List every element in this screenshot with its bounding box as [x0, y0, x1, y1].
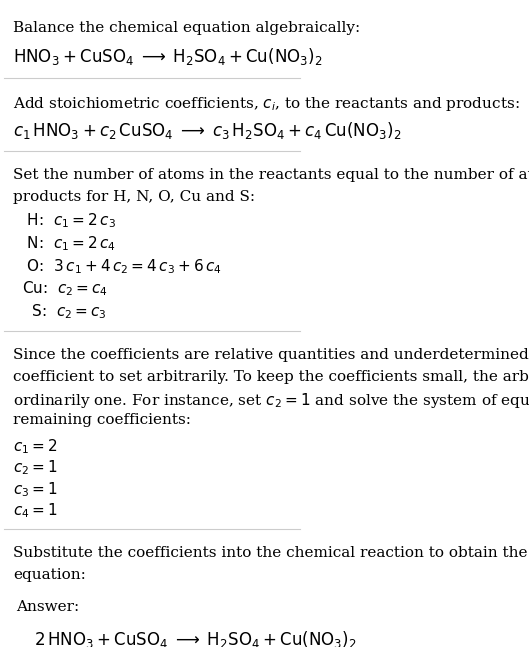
- Text: equation:: equation:: [13, 568, 86, 582]
- FancyBboxPatch shape: [6, 585, 198, 647]
- Text: S:  $c_2 = c_3$: S: $c_2 = c_3$: [22, 303, 107, 321]
- Text: Since the coefficients are relative quantities and underdetermined, choose a: Since the coefficients are relative quan…: [13, 348, 529, 362]
- Text: $\mathrm{HNO_3 + CuSO_4 \;\longrightarrow\; H_2SO_4 + Cu(NO_3)_2}$: $\mathrm{HNO_3 + CuSO_4 \;\longrightarro…: [13, 47, 323, 67]
- Text: $c_3 = 1$: $c_3 = 1$: [13, 480, 58, 499]
- Text: ordinarily one. For instance, set $c_2 = 1$ and solve the system of equations fo: ordinarily one. For instance, set $c_2 =…: [13, 391, 529, 410]
- Text: Set the number of atoms in the reactants equal to the number of atoms in the: Set the number of atoms in the reactants…: [13, 168, 529, 182]
- Text: $c_2 = 1$: $c_2 = 1$: [13, 459, 58, 477]
- Text: coefficient to set arbitrarily. To keep the coefficients small, the arbitrary va: coefficient to set arbitrarily. To keep …: [13, 369, 529, 384]
- Text: Balance the chemical equation algebraically:: Balance the chemical equation algebraica…: [13, 21, 360, 35]
- Text: $c_4 = 1$: $c_4 = 1$: [13, 502, 58, 520]
- Text: H:  $c_1 = 2\,c_3$: H: $c_1 = 2\,c_3$: [22, 212, 116, 230]
- Text: N:  $c_1 = 2\,c_4$: N: $c_1 = 2\,c_4$: [22, 234, 116, 253]
- Text: O:  $3\,c_1 + 4\,c_2 = 4\,c_3 + 6\,c_4$: O: $3\,c_1 + 4\,c_2 = 4\,c_3 + 6\,c_4$: [22, 257, 222, 276]
- Text: remaining coefficients:: remaining coefficients:: [13, 413, 191, 427]
- Text: $c_1\,\mathrm{HNO_3} + c_2\,\mathrm{CuSO_4} \;\longrightarrow\; c_3\,\mathrm{H_2: $c_1\,\mathrm{HNO_3} + c_2\,\mathrm{CuSO…: [13, 120, 402, 141]
- Text: $c_1 = 2$: $c_1 = 2$: [13, 437, 58, 455]
- Text: Cu:  $c_2 = c_4$: Cu: $c_2 = c_4$: [22, 280, 108, 298]
- Text: Add stoichiometric coefficients, $c_i$, to the reactants and products:: Add stoichiometric coefficients, $c_i$, …: [13, 94, 519, 113]
- Text: products for H, N, O, Cu and S:: products for H, N, O, Cu and S:: [13, 190, 255, 204]
- Text: $2\,\mathrm{HNO_3 + CuSO_4 \;\longrightarrow\; H_2SO_4 + Cu(NO_3)_2}$: $2\,\mathrm{HNO_3 + CuSO_4 \;\longrighta…: [34, 629, 357, 647]
- Text: Substitute the coefficients into the chemical reaction to obtain the balanced: Substitute the coefficients into the che…: [13, 546, 529, 560]
- Text: Answer:: Answer:: [16, 600, 79, 614]
